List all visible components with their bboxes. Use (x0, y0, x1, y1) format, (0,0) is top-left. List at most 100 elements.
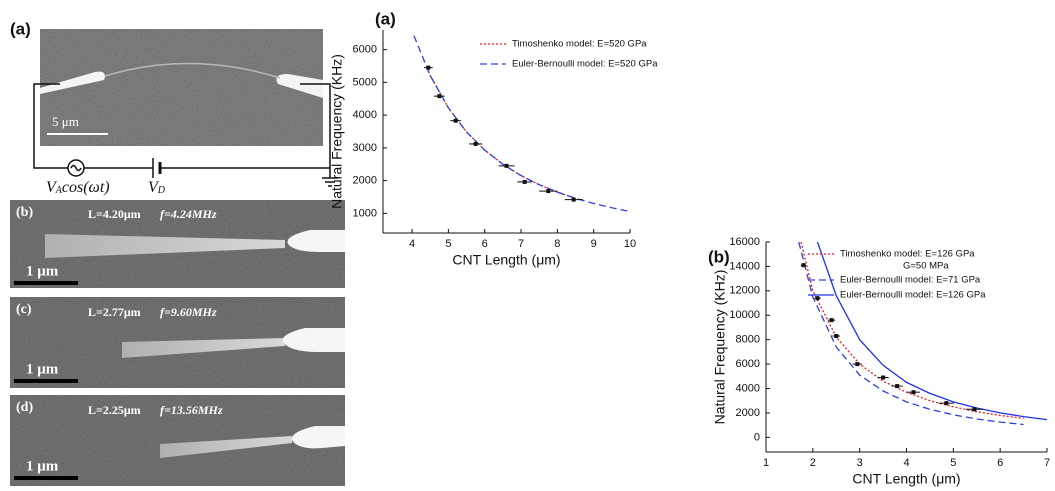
y-tick-label: 5000 (353, 76, 377, 88)
chart-label: (b) (708, 247, 730, 266)
y-tick-label: 4000 (736, 382, 760, 394)
data-point (571, 197, 576, 202)
data-point (815, 296, 820, 301)
y-axis-label: Natural Frequency (KHz) (712, 270, 728, 425)
legend-label: Euler-Bernoulli model: E=126 GPa (840, 290, 986, 301)
data-point (829, 318, 834, 323)
y-tick-label: 12000 (729, 285, 760, 297)
x-tick-label: 5 (950, 457, 956, 469)
legend-label: Timoshenko model: E=126 GPa (840, 249, 975, 260)
data-point (473, 141, 478, 146)
legend-label: Timoshenko model: E=520 GPa (512, 39, 647, 50)
length-label: L=4.20μm (88, 207, 141, 221)
scale-bar (14, 476, 78, 480)
data-point (546, 189, 551, 194)
circuit (33, 83, 338, 187)
data-point (855, 362, 860, 367)
electrode (40, 71, 105, 94)
data-point (801, 263, 806, 268)
legend-label: Euler-Bernoulli model: E=520 GPa (512, 59, 658, 70)
freq-label: f=13.56MHz (160, 403, 223, 417)
length-label: L=2.25μm (88, 403, 141, 417)
data-point (911, 390, 916, 395)
dc-v: V (148, 179, 160, 196)
dc-sub: D (157, 185, 166, 196)
data-point (504, 163, 509, 168)
y-tick-label: 0 (754, 431, 760, 443)
electrode (276, 74, 323, 98)
y-tick-label: 8000 (736, 334, 760, 346)
scale-label: 1 μm (26, 263, 59, 279)
ac-v: V (46, 179, 58, 196)
y-tick-label: 6000 (736, 358, 760, 370)
sem-image (40, 29, 323, 146)
data-point (522, 179, 527, 184)
series-line (413, 35, 631, 213)
dc-source-label: VD (148, 179, 166, 197)
electrode (291, 426, 345, 449)
x-axis-label: CNT Length (μm) (452, 252, 560, 268)
length-label: L=2.77μm (88, 305, 141, 319)
data-point (972, 407, 977, 412)
panel-label: (b) (16, 205, 33, 220)
x-tick-label: 2 (810, 457, 816, 469)
y-axis-label: Natural Frequency (KHz) (329, 54, 345, 209)
y-tick-label: 14000 (729, 260, 760, 272)
x-tick-label: 6 (482, 238, 488, 250)
nanotube (122, 338, 285, 358)
scale-label: 1 μm (26, 458, 59, 474)
x-tick-label: 4 (409, 238, 415, 250)
panel-label: (a) (10, 19, 31, 38)
series-line (800, 241, 1024, 420)
x-axis-label: CNT Length (μm) (852, 471, 960, 487)
x-tick-label: 7 (1044, 457, 1050, 469)
x-tick-label: 5 (445, 238, 451, 250)
data-point (426, 65, 431, 70)
data-point (895, 384, 900, 389)
y-tick-label: 3000 (353, 142, 377, 154)
electrode (282, 328, 345, 352)
x-tick-label: 7 (518, 238, 524, 250)
x-tick-label: 4 (903, 457, 909, 469)
scale-bar (14, 281, 78, 285)
chart-label: (a) (375, 9, 396, 28)
y-tick-label: 4000 (353, 109, 377, 121)
y-tick-label: 2000 (353, 175, 377, 187)
nanotube (160, 436, 292, 458)
data-point (881, 375, 886, 380)
legend-note: G=50 MPa (903, 261, 949, 272)
ac-rest: cos(ωt) (62, 179, 110, 196)
series-line (798, 241, 1024, 426)
data-point (453, 118, 458, 123)
data-point (944, 401, 949, 406)
ac-source-label: VAcos(ωt) (46, 179, 110, 197)
x-tick-label: 6 (997, 457, 1003, 469)
x-tick-label: 8 (554, 238, 560, 250)
data-point (834, 334, 839, 339)
ac-sub: A (55, 185, 63, 196)
y-tick-label: 16000 (729, 236, 760, 248)
freq-label: f=9.60MHz (160, 305, 217, 319)
legend-label: Euler-Bernoulli model: E=71 GPa (840, 275, 981, 286)
y-tick-label: 2000 (736, 407, 760, 419)
series-line (816, 241, 1048, 421)
electrode (287, 230, 345, 252)
panel-label: (d) (16, 400, 33, 415)
panel-label: (c) (16, 302, 32, 317)
scale-label: 5 μm (52, 114, 79, 129)
y-tick-label: 1000 (353, 207, 377, 219)
y-tick-label: 6000 (353, 44, 377, 56)
x-tick-label: 9 (591, 238, 597, 250)
series-line (426, 67, 576, 199)
nanotube (104, 62, 281, 79)
y-tick-label: 10000 (729, 309, 760, 321)
x-tick-label: 10 (624, 238, 636, 250)
scale-label: 1 μm (26, 361, 59, 377)
data-point (437, 94, 442, 99)
x-tick-label: 1 (763, 457, 769, 469)
scale-bar (14, 379, 78, 383)
freq-label: f=4.24MHz (160, 207, 217, 221)
nanotube (45, 234, 285, 258)
